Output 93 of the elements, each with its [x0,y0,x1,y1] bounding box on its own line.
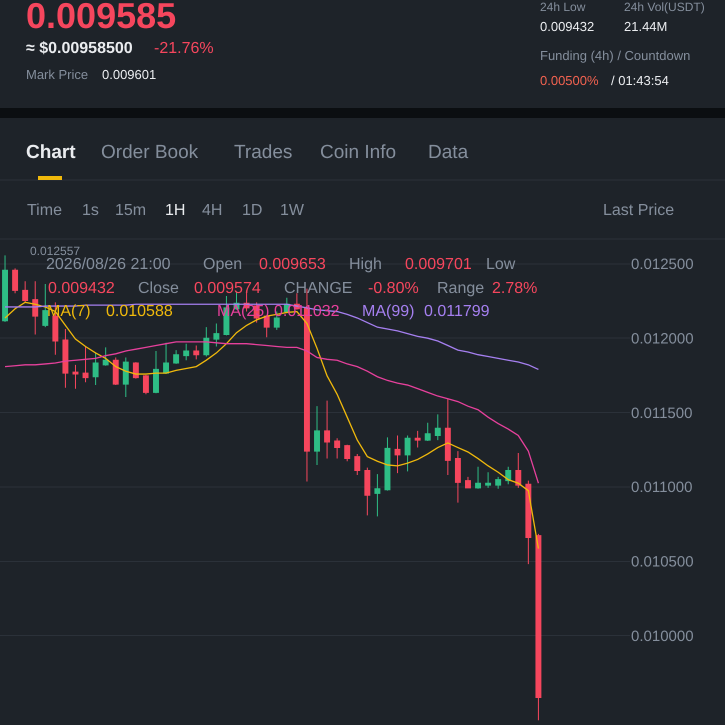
line-series [4,341,540,484]
annotation: High [349,256,382,273]
y-tick-label: 0.010000 [631,628,694,645]
text: Mark Price [26,67,88,82]
text: 1s [82,202,99,219]
text: 1D [242,202,262,219]
candlestick [414,430,421,448]
text: 15m [115,202,146,219]
text: 0.009432 [540,19,594,34]
candlestick [465,476,471,488]
candlestick [82,346,89,383]
text: Order Book [101,142,199,163]
candlestick [163,342,170,374]
annotation: Close [138,280,180,297]
candlestick [344,444,350,462]
text: 21.44M [624,19,668,34]
candlestick [515,452,522,488]
candlestick [72,364,78,390]
candlestick [102,346,109,366]
text: 1W [280,202,305,219]
y-tick-label: 0.011000 [631,479,692,496]
candlestick [434,414,441,441]
text: ≈ $0.00958500 [26,40,133,57]
annotation: CHANGE [284,280,352,297]
text: / 01:43:54 [611,73,669,88]
annotation: 2.78% [492,280,538,297]
candlestick [324,400,330,460]
candlestick [374,474,380,517]
candlestick [354,453,360,476]
text: 1H [165,202,186,219]
y-tick-label: 0.011500 [631,404,692,422]
text: Trades [234,142,292,163]
annotation: 0.009574 [194,280,261,297]
text: Time [27,202,62,219]
text: Funding (4h) / Countdown [540,48,690,63]
candlestick [32,280,38,335]
annotation: Range [437,280,484,297]
annotation: 2026/08/26 21:00 [46,256,171,273]
text: 0.009601 [102,67,156,82]
candlestick [485,472,492,488]
candlestick [314,406,320,466]
text: -21.76% [154,40,214,57]
candlestick [394,434,400,474]
candlestick [22,280,28,303]
annotation: 0.009653 [259,256,326,273]
candlestick [92,352,99,386]
annotation: 0.011799 [424,303,490,320]
annotation: Low [486,256,516,273]
candlestick [2,254,8,322]
candlestick [444,398,451,476]
candlestick [132,362,139,380]
text: 24h Vol(USDT) [624,0,705,14]
y-tick-label: 0.012000 [631,330,694,348]
text: 0.009585 [26,0,176,36]
candlestick [454,450,461,504]
annotation: 0.010588 [106,303,173,320]
line-series [4,302,540,550]
candlestick [495,476,502,490]
candlestick [535,533,542,721]
candlestick [424,422,431,442]
candlestick [153,350,159,394]
text: Data [428,142,469,163]
annotation: Open [203,256,242,273]
candlestick [42,284,48,328]
text: Coin Info [320,142,396,163]
candlestick [384,436,390,492]
series-label: MA(99) [362,303,414,320]
candlestick [122,357,129,398]
text: 4H [202,202,222,219]
line-series [4,304,540,370]
candlestick [142,374,149,395]
candlestick [173,350,180,364]
candlestick [12,268,18,294]
annotation: 0.009432 [48,280,115,297]
candlestick [525,480,532,565]
candlestick [364,467,370,516]
y-tick-label: 0.010500 [631,554,694,571]
text: Chart [26,142,76,163]
candlestick [183,343,190,361]
text: 24h Low [540,0,586,14]
candlestick [475,466,481,490]
candlestick [404,434,411,472]
text: 0.00500% [540,73,599,88]
y-tick-label: 0.012500 [631,256,694,274]
candlestick [213,322,220,348]
candlestick [203,326,210,357]
candlestick [62,328,68,388]
text: Last Price [603,202,674,219]
candlestick [193,344,200,360]
annotation: 0.012557 [30,244,80,258]
candlestick [334,438,340,460]
annotation: -0.80% [368,280,419,297]
annotation: 0.009701 [405,256,472,273]
